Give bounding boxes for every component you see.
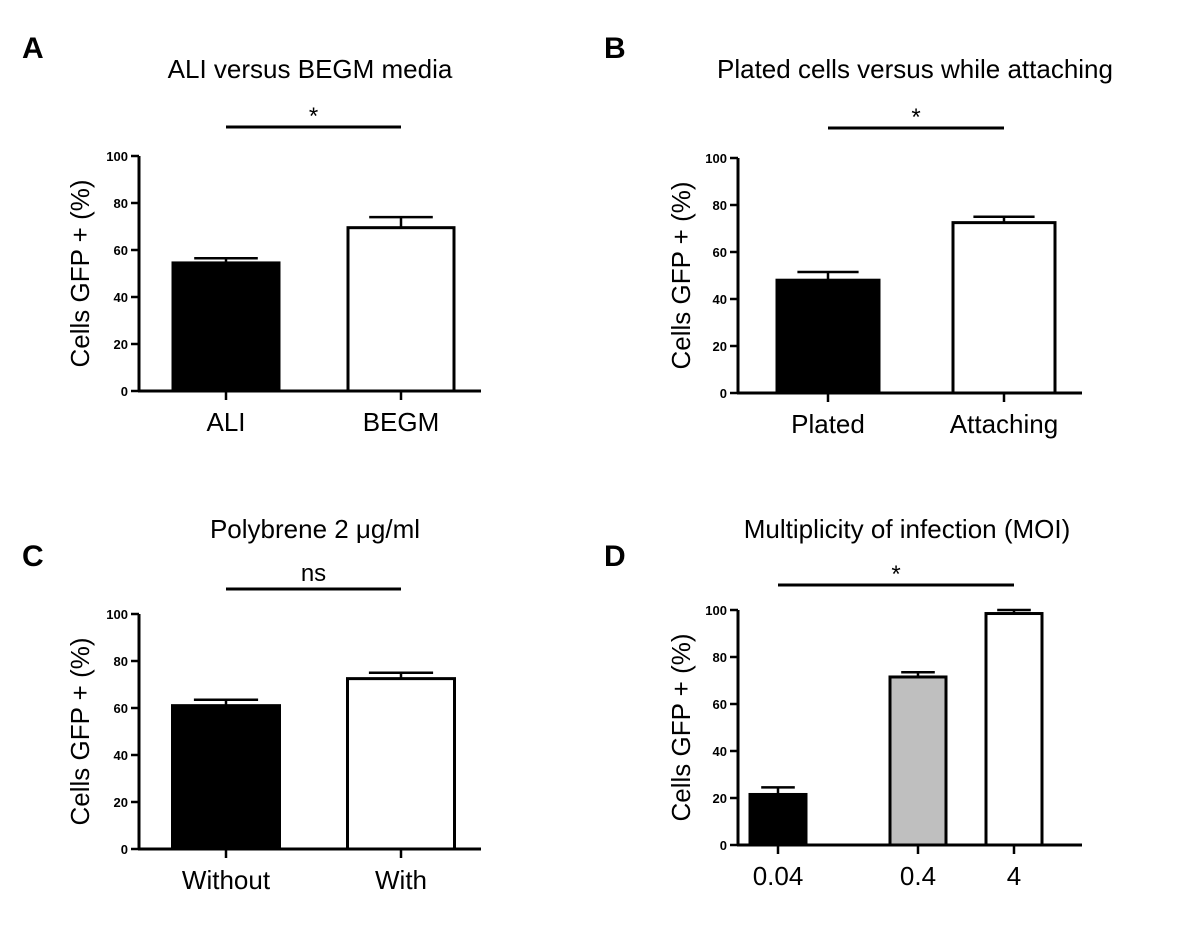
category-label: Without bbox=[182, 865, 271, 895]
chart-panel-c: C Polybrene 2 μg/ml 0 20 40 60 80 100 Cells GFP … bbox=[22, 514, 481, 895]
bar-0-4 bbox=[888, 675, 948, 847]
y-tick-label: 100 bbox=[705, 151, 727, 166]
y-tick-label: 60 bbox=[713, 697, 727, 712]
y-tick-label: 60 bbox=[114, 243, 128, 258]
chart-panel-a: A ALI versus BEGM media 0 20 40 60 80 100 Cells … bbox=[22, 32, 481, 437]
y-tick-label: 100 bbox=[705, 603, 727, 618]
y-tick-label: 20 bbox=[114, 337, 128, 352]
category-label: 0.04 bbox=[753, 861, 804, 891]
y-tick-label: 100 bbox=[106, 607, 128, 622]
y-tick-label: 20 bbox=[713, 339, 727, 354]
chart-title: ALI versus BEGM media bbox=[168, 54, 453, 84]
y-tick-label: 0 bbox=[121, 842, 128, 857]
bar-attaching bbox=[951, 221, 1057, 395]
bar-0-04 bbox=[748, 792, 808, 847]
significance-label: * bbox=[309, 103, 318, 130]
panel-letter: C bbox=[22, 540, 44, 573]
y-tick-label: 0 bbox=[720, 386, 727, 401]
category-label: ALI bbox=[206, 407, 245, 437]
category-label: BEGM bbox=[363, 407, 440, 437]
y-tick-label: 40 bbox=[713, 744, 727, 759]
bar-plated bbox=[775, 278, 881, 395]
y-tick-label: 0 bbox=[121, 384, 128, 399]
y-tick-label: 60 bbox=[114, 701, 128, 716]
y-tick-label: 40 bbox=[114, 290, 128, 305]
significance-label: * bbox=[911, 104, 920, 131]
y-tick-label: 40 bbox=[114, 748, 128, 763]
y-tick-label: 20 bbox=[713, 791, 727, 806]
bar-ali bbox=[171, 261, 281, 393]
panel-letter: B bbox=[604, 32, 626, 65]
y-axis-label: Cells GFP + (%) bbox=[666, 181, 696, 369]
chart-panel-d: D Multiplicity of infection (MOI) 0 20 40 60 8… bbox=[604, 514, 1082, 891]
bar-without bbox=[171, 704, 281, 851]
category-label: With bbox=[375, 865, 427, 895]
y-tick-label: 20 bbox=[114, 795, 128, 810]
y-tick-label: 0 bbox=[720, 838, 727, 853]
chart-title: Plated cells versus while attaching bbox=[717, 54, 1113, 84]
y-axis-label: Cells GFP + (%) bbox=[65, 637, 95, 825]
significance-label: * bbox=[891, 561, 900, 588]
category-label: 4 bbox=[1007, 861, 1021, 891]
y-axis-label: Cells GFP + (%) bbox=[65, 179, 95, 367]
y-tick-label: 100 bbox=[106, 149, 128, 164]
y-tick-label: 40 bbox=[713, 292, 727, 307]
chart-title: Polybrene 2 μg/ml bbox=[210, 514, 420, 544]
y-tick-label: 80 bbox=[114, 654, 128, 669]
panel-letter: A bbox=[22, 32, 44, 65]
y-tick-label: 60 bbox=[713, 245, 727, 260]
bar-begm bbox=[346, 226, 456, 393]
category-label: Attaching bbox=[950, 409, 1058, 439]
category-label: Plated bbox=[791, 409, 865, 439]
chart-panel-b: B Plated cells versus while attaching 0 20 4… bbox=[604, 32, 1113, 439]
category-label: 0.4 bbox=[900, 861, 936, 891]
significance-label: ns bbox=[301, 560, 326, 587]
panel-letter: D bbox=[604, 540, 626, 573]
bar-with bbox=[346, 677, 456, 851]
y-tick-label: 80 bbox=[114, 196, 128, 211]
y-tick-label: 80 bbox=[713, 198, 727, 213]
y-tick-label: 80 bbox=[713, 650, 727, 665]
bar-4 bbox=[984, 612, 1044, 847]
chart-title: Multiplicity of infection (MOI) bbox=[744, 514, 1071, 544]
y-axis-label: Cells GFP + (%) bbox=[666, 633, 696, 821]
